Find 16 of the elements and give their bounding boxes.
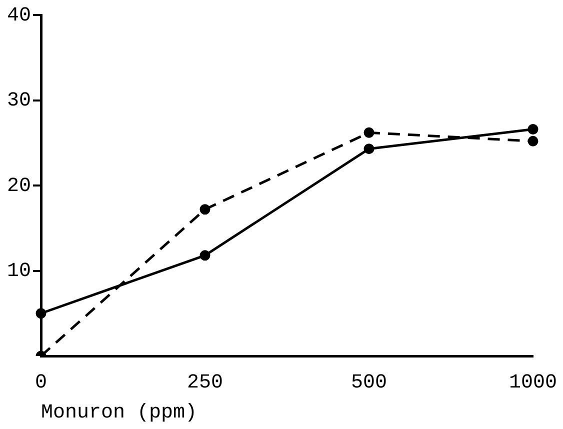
- y-tick-label: 30: [6, 90, 32, 113]
- point: [200, 204, 210, 215]
- point: [364, 144, 374, 154]
- point: [36, 308, 46, 319]
- point: [528, 124, 538, 134]
- point: [528, 136, 538, 146]
- y-tick-label: 10: [6, 260, 32, 284]
- x-tick-label: 1000: [508, 371, 558, 394]
- x-axis-title: Monuron (ppm): [41, 401, 198, 424]
- x-tick-label: 500: [350, 371, 388, 394]
- y-tick-label: 20: [6, 174, 32, 198]
- point: [200, 250, 210, 261]
- y-tick-label: 40: [6, 4, 32, 28]
- x-tick-label: 0: [34, 371, 48, 394]
- x-tick-label: 250: [186, 371, 224, 394]
- point: [364, 127, 374, 138]
